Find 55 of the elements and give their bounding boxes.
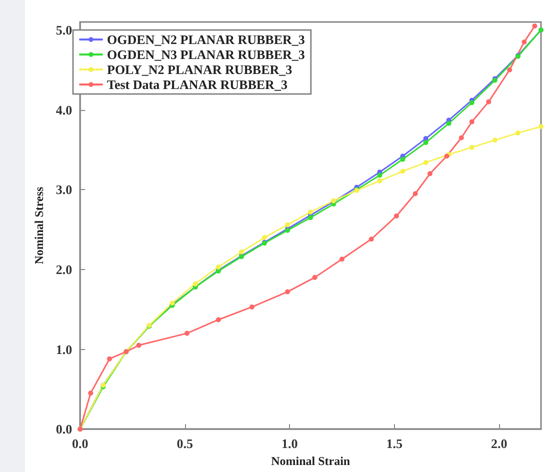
y-tick-label: 3.0 bbox=[56, 182, 72, 198]
point bbox=[216, 317, 221, 322]
x-tick-label: 1.0 bbox=[282, 436, 298, 452]
point bbox=[532, 23, 538, 28]
x-tick-label: 0.5 bbox=[176, 436, 194, 452]
y-tick-label: 2.0 bbox=[56, 262, 72, 277]
point bbox=[400, 156, 406, 162]
point bbox=[469, 119, 474, 124]
point bbox=[522, 39, 527, 44]
y-tick-label: 5.0 bbox=[56, 22, 72, 38]
y-tick-label: 4.0 bbox=[56, 102, 72, 118]
point bbox=[312, 274, 318, 280]
point bbox=[423, 160, 428, 165]
y-axis-title: Nominal Stress bbox=[32, 186, 46, 264]
point bbox=[469, 100, 474, 106]
point bbox=[400, 168, 406, 174]
x-axis-title: Nominal Strain bbox=[271, 454, 350, 468]
point bbox=[285, 222, 290, 228]
legend-label: Test Data PLANAR RUBBER_3 bbox=[107, 77, 288, 92]
point bbox=[192, 281, 198, 286]
point bbox=[285, 289, 290, 294]
point bbox=[469, 144, 474, 150]
point bbox=[340, 256, 344, 262]
legend-label: OGDEN_N2 PLANAR RUBBER_3 bbox=[107, 32, 306, 47]
point bbox=[446, 120, 452, 126]
point bbox=[412, 191, 418, 196]
point bbox=[427, 171, 432, 176]
point bbox=[377, 178, 382, 184]
legend-label: POLY_N2 PLANAR RUBBER_3 bbox=[107, 62, 293, 77]
point bbox=[492, 138, 498, 143]
point bbox=[216, 264, 221, 270]
point bbox=[423, 140, 428, 146]
y-tick-label: 0.0 bbox=[56, 422, 72, 437]
point bbox=[88, 390, 94, 396]
point bbox=[458, 135, 464, 140]
point bbox=[308, 209, 314, 214]
point bbox=[377, 172, 382, 178]
x-tick-label: 0.0 bbox=[72, 436, 88, 452]
point bbox=[184, 330, 190, 336]
x-tick-label: 1.5 bbox=[386, 436, 403, 452]
point bbox=[538, 124, 544, 130]
point bbox=[238, 249, 244, 254]
x-tick-label: 2.0 bbox=[490, 436, 508, 452]
point bbox=[249, 304, 254, 310]
point bbox=[262, 235, 267, 240]
point bbox=[507, 67, 512, 72]
point bbox=[368, 236, 374, 242]
y-tick-label: 1.0 bbox=[56, 342, 72, 357]
point bbox=[394, 213, 399, 218]
legend-label: OGDEN_N3 PLANAR RUBBER_3 bbox=[107, 47, 306, 62]
point bbox=[486, 99, 492, 104]
point bbox=[308, 215, 314, 220]
point bbox=[136, 342, 142, 348]
point bbox=[515, 130, 520, 136]
point bbox=[106, 356, 112, 362]
